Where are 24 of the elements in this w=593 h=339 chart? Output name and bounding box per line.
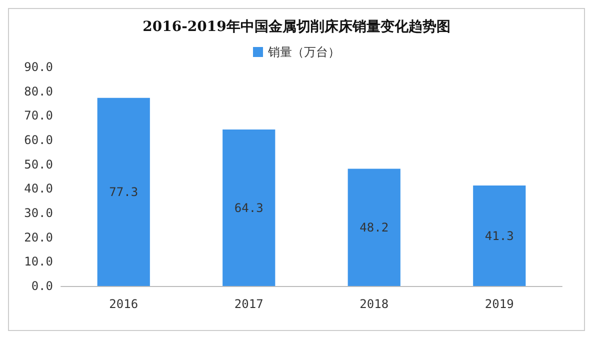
data-label: 77.3 [109,184,138,199]
x-tick-label: 2019 [484,297,514,311]
x-tick-label: 2017 [234,297,264,311]
y-tick-label: 50.0 [24,157,53,172]
y-tick-label: 0.0 [31,279,53,293]
y-tick-label: 90.0 [24,60,53,74]
y-tick-label: 30.0 [24,206,53,220]
y-tick-label: 80.0 [24,84,53,98]
legend-label: 销量（万台） [267,45,340,59]
bar [348,168,400,286]
y-tick-label: 70.0 [24,108,53,123]
data-label: 64.3 [234,200,264,215]
x-tick-label: 2018 [360,297,389,311]
chart-title: 2016-2019年中国金属切削床床销量变化趋势图 [142,18,450,35]
x-tick-label: 2016 [109,297,138,311]
y-tick-label: 10.0 [24,254,53,269]
bar [97,98,150,286]
bar [222,130,276,286]
bar [473,186,526,286]
y-tick-label: 60.0 [24,133,53,147]
y-tick-label: 40.0 [24,182,53,196]
data-label: 48.2 [360,220,389,234]
y-tick-label: 20.0 [24,230,53,244]
data-label: 41.3 [484,228,514,243]
